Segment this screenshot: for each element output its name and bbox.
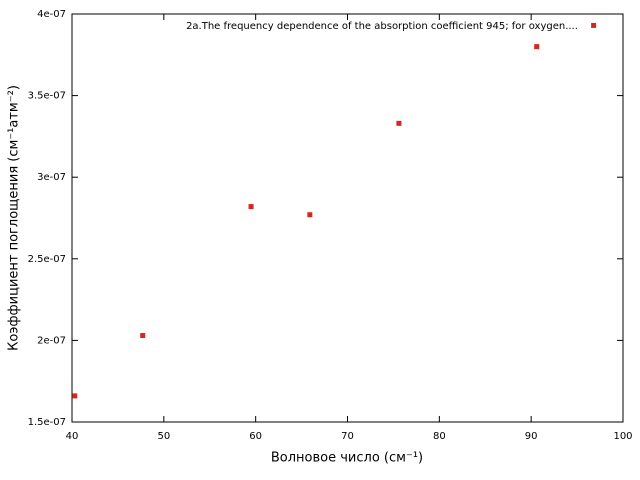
point — [140, 333, 146, 339]
x-tick-label: 40 — [66, 431, 79, 442]
y-tick-label: 4e-07 — [37, 9, 66, 20]
x-tick-label: 70 — [341, 431, 354, 442]
y-tick-label: 1.5e-07 — [28, 417, 66, 428]
plot-border — [71, 13, 624, 423]
x-tick-label: 100 — [613, 431, 632, 442]
x-tick-label: 50 — [157, 431, 170, 442]
x-tick-label: 60 — [249, 431, 262, 442]
y-tick-label: 3e-07 — [37, 172, 66, 183]
point — [72, 393, 78, 399]
y-tick-label: 3.5e-07 — [28, 91, 66, 102]
y-tick-label: 2e-07 — [37, 335, 66, 346]
point — [307, 212, 313, 218]
y-axis-label: Коэффициент поглощения (см⁻¹атм⁻²) — [7, 85, 22, 351]
point — [591, 22, 597, 28]
point — [534, 44, 540, 50]
point — [248, 204, 254, 210]
x-tick-label: 90 — [525, 431, 538, 442]
chart-title: 2a.The frequency dependence of the absor… — [186, 21, 578, 32]
x-axis-label: Волновое число (см⁻¹) — [271, 451, 423, 466]
y-tick-label: 2.5e-07 — [28, 254, 66, 265]
point — [396, 120, 402, 126]
x-tick-label: 80 — [433, 431, 446, 442]
